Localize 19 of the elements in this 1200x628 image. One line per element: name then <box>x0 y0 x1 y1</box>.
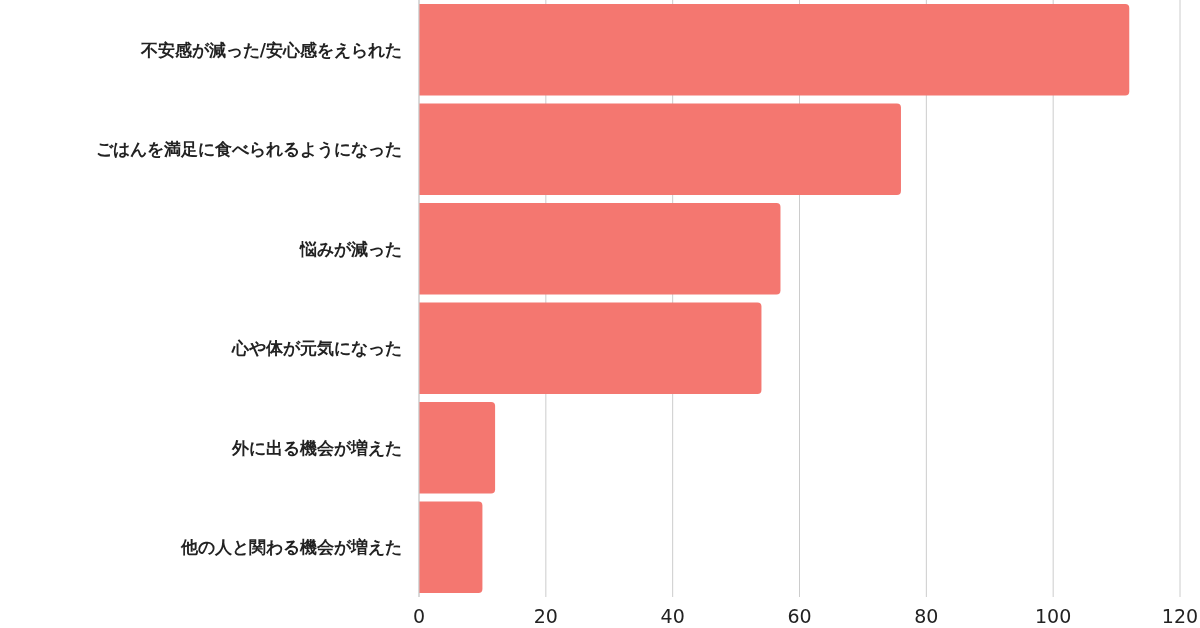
y-tick-label: 他の人と関わる機会が増えた <box>180 537 402 558</box>
x-tick-label: 120 <box>1161 605 1199 627</box>
y-tick-label: 悩みが減った <box>299 238 402 259</box>
y-tick-label: 心や体が元気になった <box>231 338 402 359</box>
bar <box>419 302 762 394</box>
bar <box>419 501 483 593</box>
bar <box>419 103 901 195</box>
x-tick-label: 80 <box>914 605 939 627</box>
bar <box>419 402 496 494</box>
bar <box>419 4 1130 96</box>
y-tick-label: 外に出る機会が増えた <box>231 437 402 458</box>
x-tick-label: 0 <box>412 605 426 627</box>
y-tick-label: ごはんを満足に食べられるようになった <box>96 139 402 160</box>
x-tick-label: 60 <box>787 605 812 627</box>
x-tick-label: 40 <box>660 605 685 627</box>
x-tick-label: 100 <box>1035 605 1072 627</box>
x-tick-label: 20 <box>533 605 558 627</box>
bar <box>419 203 781 295</box>
y-tick-label: 不安感が減った/安心感をえられた <box>139 39 402 60</box>
